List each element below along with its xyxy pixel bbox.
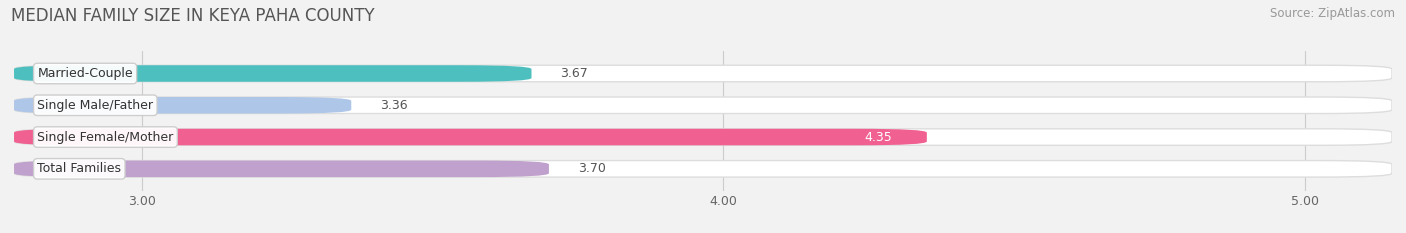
Text: 3.36: 3.36 (381, 99, 408, 112)
Text: Married-Couple: Married-Couple (38, 67, 134, 80)
Text: MEDIAN FAMILY SIZE IN KEYA PAHA COUNTY: MEDIAN FAMILY SIZE IN KEYA PAHA COUNTY (11, 7, 375, 25)
Text: Single Male/Father: Single Male/Father (38, 99, 153, 112)
Text: 3.70: 3.70 (578, 162, 606, 175)
Text: Single Female/Mother: Single Female/Mother (38, 130, 173, 144)
FancyBboxPatch shape (14, 129, 927, 145)
FancyBboxPatch shape (14, 97, 1392, 113)
Text: Total Families: Total Families (38, 162, 121, 175)
Text: Source: ZipAtlas.com: Source: ZipAtlas.com (1270, 7, 1395, 20)
FancyBboxPatch shape (14, 129, 1392, 145)
FancyBboxPatch shape (14, 161, 548, 177)
FancyBboxPatch shape (14, 97, 352, 113)
FancyBboxPatch shape (14, 65, 531, 82)
FancyBboxPatch shape (14, 161, 1392, 177)
Text: 3.67: 3.67 (561, 67, 588, 80)
FancyBboxPatch shape (14, 65, 1392, 82)
Text: 4.35: 4.35 (865, 130, 891, 144)
